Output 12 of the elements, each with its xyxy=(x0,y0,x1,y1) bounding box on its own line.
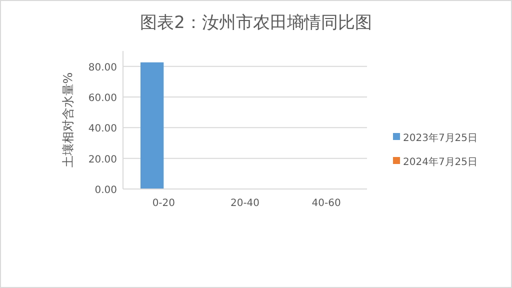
y-tick-label: 20.00 xyxy=(88,154,117,166)
x-tick-label: 20-40 xyxy=(230,198,260,209)
y-axis-title: 土壤相对含水量% xyxy=(61,72,75,168)
x-tick-label: 40-60 xyxy=(312,198,341,209)
y-tick-label: 0.00 xyxy=(94,185,117,196)
x-tick-label: 0-20 xyxy=(152,198,176,209)
legend-label: 2024年7月25日 xyxy=(403,156,478,168)
y-tick-label: 80.00 xyxy=(88,62,117,74)
y-tick-label: 60.00 xyxy=(88,93,117,104)
chart-title: 图表2：汝州市农田墒情同比图 xyxy=(140,13,372,33)
y-tick-label: 40.00 xyxy=(88,124,117,135)
legend-label: 2023年7月25日 xyxy=(403,132,478,144)
